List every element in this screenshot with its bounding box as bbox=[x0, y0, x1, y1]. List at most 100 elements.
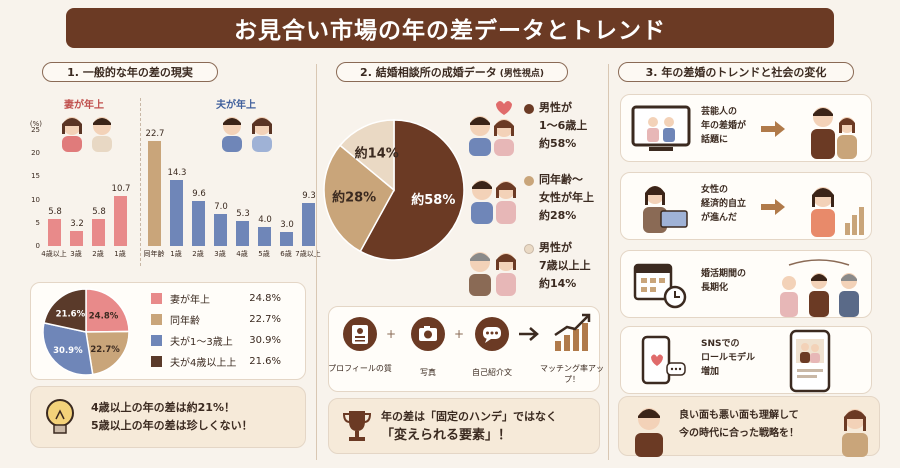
section1-pie-card: 24.8% 22.7% 30.9% 21.6% 妻が年上 24.8% 同年齢 22.7% … bbox=[30, 282, 306, 380]
trend-card-celebrity: 芸能人の 年の差婚が 話題に bbox=[620, 94, 872, 162]
pie-slice-label: 約58% bbox=[411, 192, 455, 208]
chat-bubble-icon bbox=[475, 317, 509, 351]
pie-slice bbox=[323, 144, 395, 253]
arrow-right-icon bbox=[519, 327, 539, 341]
stat-label: 7歳以上上 bbox=[539, 259, 591, 272]
x-tick-label: 3歳 bbox=[70, 250, 82, 258]
x-tick-label: 3歳 bbox=[214, 250, 226, 258]
legend-swatch bbox=[151, 293, 162, 304]
trend-card-independence: 女性の 経済的自立 が進んだ bbox=[620, 172, 872, 240]
step-label-photo: 写真 bbox=[420, 368, 436, 377]
page-title: お見合い市場の年の差データとトレンド bbox=[66, 8, 834, 48]
stat-label: 同年齢〜 bbox=[539, 173, 583, 186]
couple-illustration-icon bbox=[50, 112, 126, 152]
arrow-right-icon bbox=[761, 121, 785, 137]
camera-icon bbox=[411, 317, 445, 351]
y-tick-label: 5 bbox=[35, 218, 40, 227]
bar-value-label: 5.8 bbox=[92, 207, 106, 218]
bar-value-label: 7.0 bbox=[214, 201, 228, 212]
couple-illustration-icon bbox=[464, 244, 522, 296]
trend-card-long-search: 婚活期間の 長期化 bbox=[620, 250, 872, 318]
bar-value-label: 4.0 bbox=[258, 215, 272, 226]
y-tick-label: 0 bbox=[35, 242, 40, 250]
legend-swatch bbox=[524, 176, 534, 186]
step-label-profile: プロフィールの質 bbox=[328, 364, 392, 373]
step-label-result: マッチング率アップ！ bbox=[540, 364, 604, 384]
bar-value-label: 3.0 bbox=[280, 220, 294, 231]
x-tick-label: 4歳 bbox=[236, 250, 248, 258]
x-tick-label: 1歳 bbox=[114, 250, 126, 258]
callout-line: 年の差は「固定のハンデ」ではなく bbox=[381, 410, 557, 423]
legend-label: 夫が1〜3歳上 bbox=[170, 337, 233, 348]
trend-line: 長期化 bbox=[701, 283, 729, 293]
y-axis-label: (%) bbox=[29, 120, 42, 128]
pie-slice-label: 21.6% bbox=[56, 310, 86, 320]
pie-slice-label: 30.9% bbox=[53, 346, 83, 356]
pie-slice bbox=[339, 119, 395, 192]
bar-value-label: 14.3 bbox=[167, 167, 187, 178]
trend-line: 婚活期間の bbox=[701, 269, 747, 279]
stat-item: 男性が 1〜6歳上 約58% bbox=[539, 99, 587, 153]
bar-value-label: 22.7 bbox=[145, 128, 165, 139]
pie-slice bbox=[359, 119, 465, 261]
phone-couple-photo-icon bbox=[789, 329, 831, 393]
trend-line: 芸能人の bbox=[701, 107, 738, 117]
bar bbox=[92, 219, 105, 246]
callout-line: 4歳以上の年の差は約21%！ bbox=[91, 401, 235, 414]
x-tick-label: 同年齢 bbox=[143, 250, 165, 258]
x-tick-label: 2歳 bbox=[192, 250, 204, 258]
stat-item: 男性が 7歳以上上 約14% bbox=[539, 239, 591, 293]
bar-value-label: 9.6 bbox=[192, 189, 206, 200]
tv-icon bbox=[631, 105, 691, 151]
plus-icon: + bbox=[454, 327, 465, 341]
pie-slice bbox=[85, 330, 130, 376]
smartphone-heart-icon bbox=[641, 335, 686, 385]
pie-slice-label: 22.7% bbox=[90, 345, 120, 355]
bar-plot-area: 5.8 4歳以上 3.2 3歳 5.8 2歳 10.7 1歳 22.7 同年齢 14.3 1歳 9.6 2… bbox=[41, 128, 320, 258]
bar-value-label: 3.2 bbox=[70, 219, 84, 230]
trend-line: SNSでの bbox=[701, 339, 740, 349]
stat-value: 約14% bbox=[539, 277, 577, 290]
legend-label: 妻が年上 bbox=[170, 295, 210, 306]
legend-item: 夫が1〜3歳上 30.9% bbox=[151, 333, 281, 348]
x-tick-label: 2歳 bbox=[92, 250, 104, 258]
bar bbox=[192, 201, 205, 246]
stat-value: 約28% bbox=[539, 209, 577, 222]
profile-card-icon bbox=[343, 317, 377, 351]
trend-line: が進んだ bbox=[701, 213, 738, 223]
bar-value-label: 5.8 bbox=[48, 207, 62, 218]
legend-value: 30.9% bbox=[249, 335, 281, 346]
bar-value-label: 10.7 bbox=[111, 184, 131, 195]
x-tick-label: 6歳 bbox=[280, 250, 292, 258]
group-label-husband-older: 夫が年上 bbox=[216, 100, 256, 111]
trend-text: SNSでの ロールモデル 増加 bbox=[701, 337, 755, 379]
bar bbox=[236, 221, 249, 246]
callout-line: 良い面も悪い面も理解して bbox=[679, 410, 799, 421]
pie-slice-label: 約28% bbox=[332, 190, 376, 206]
arrow-right-icon bbox=[761, 199, 785, 215]
bar bbox=[148, 140, 161, 246]
woman-laptop-icon bbox=[643, 186, 688, 233]
callout-line: 「変えられる要素」！ bbox=[381, 428, 512, 443]
bar bbox=[280, 232, 293, 246]
trend-text: 女性の 経済的自立 が進んだ bbox=[701, 183, 746, 225]
legend-value: 21.6% bbox=[249, 356, 281, 367]
x-tick-label: 1歳 bbox=[170, 250, 182, 258]
pie-chart: 約58% 約28% 約14% bbox=[323, 119, 465, 261]
trend-text: 婚活期間の 長期化 bbox=[701, 267, 746, 295]
bar bbox=[114, 196, 127, 246]
column-divider bbox=[608, 64, 609, 460]
bar-chart-card: (%) 25 20 15 10 5 0 妻が年上 夫が年上 5.8 4歳以上 3.2 3歳 5.8… bbox=[16, 92, 321, 272]
x-tick-label: 7歳以上 bbox=[295, 250, 321, 258]
family-group-icon bbox=[780, 259, 859, 317]
bar bbox=[70, 231, 83, 246]
steps-card: + + プロフィールの質 写真 自己紹介文 マッチング率アップ！ bbox=[328, 306, 604, 392]
x-tick-label: 5歳 bbox=[258, 250, 270, 258]
bar bbox=[302, 202, 315, 246]
bar bbox=[214, 213, 227, 246]
couple-illustration-icon bbox=[466, 172, 522, 224]
trend-line: 経済的自立 bbox=[701, 199, 747, 209]
legend-label: 同年齢 bbox=[170, 316, 200, 327]
stat-label: 男性が bbox=[539, 241, 572, 254]
pie-slice-label: 24.8% bbox=[89, 311, 119, 321]
